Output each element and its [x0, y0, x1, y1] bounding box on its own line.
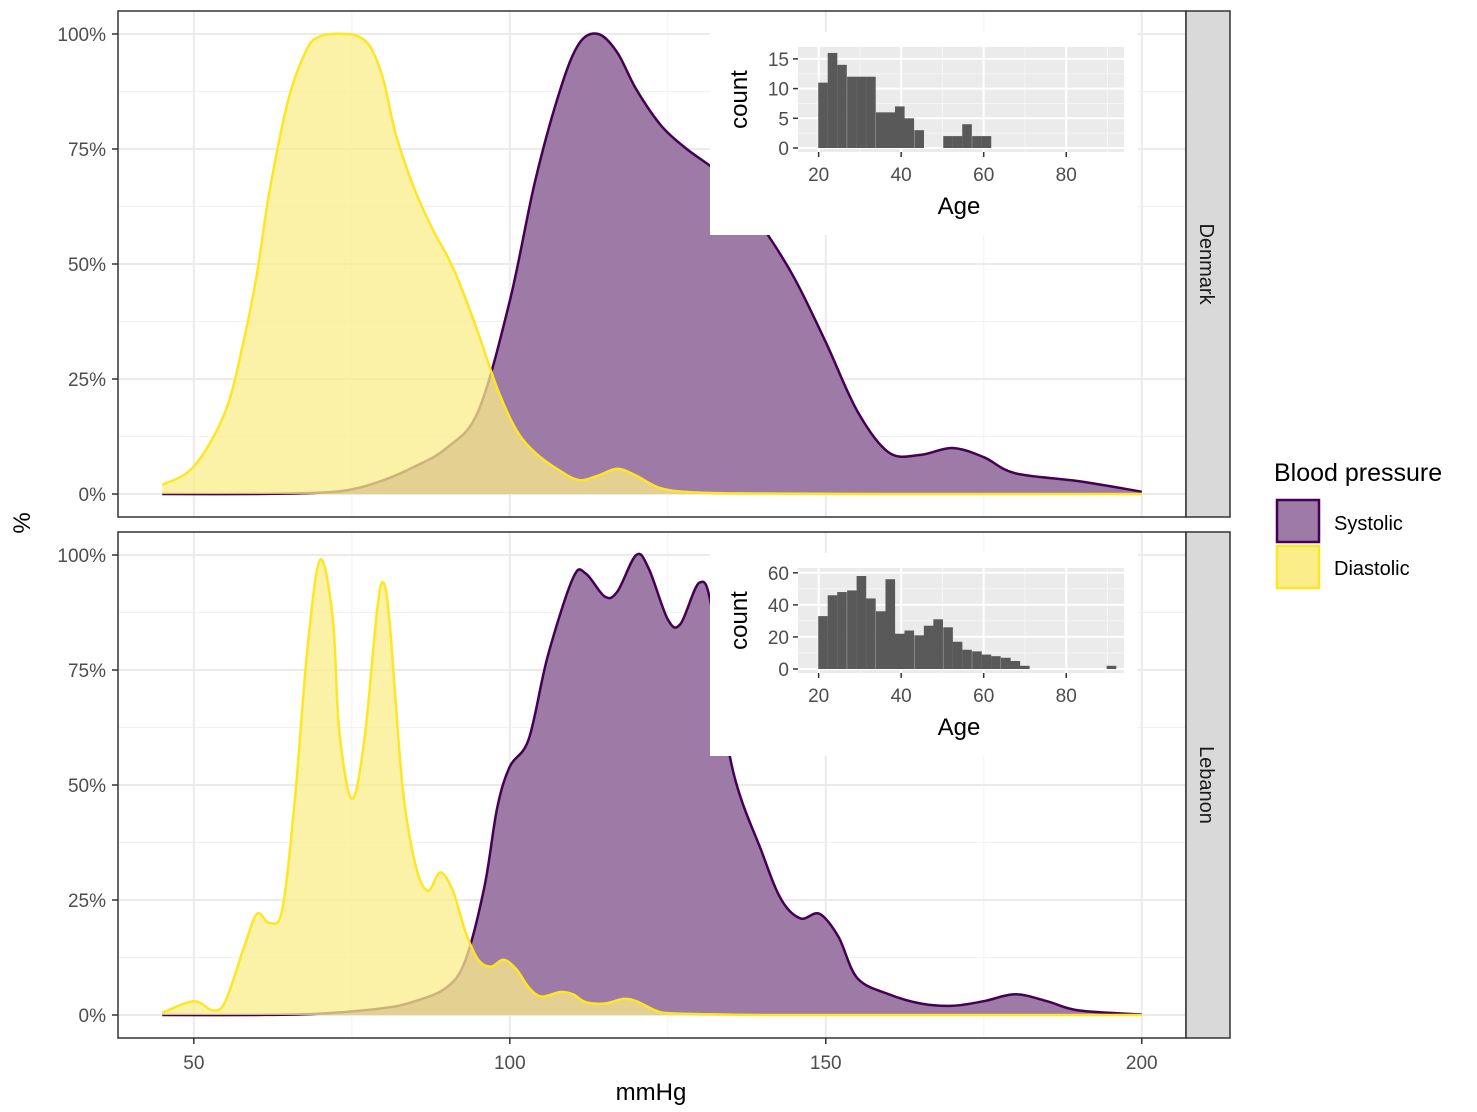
inset-histogram-bar	[1010, 660, 1021, 669]
legend-title: Blood pressure	[1274, 459, 1442, 487]
inset-y-tick-label: 0	[778, 660, 789, 681]
inset-histogram-bar	[847, 590, 857, 669]
inset-histogram-bar	[972, 651, 982, 669]
inset-histogram-denmark: 0 5 10 15 20 40 60 80 Age count	[710, 32, 1138, 235]
inset-histogram-bar	[837, 64, 847, 148]
x-tick-label: 50	[183, 1053, 204, 1074]
inset-histogram-bar	[827, 595, 838, 669]
inset-histogram-bar	[904, 630, 915, 669]
inset-x-tick-label: 80	[1056, 686, 1077, 707]
density-area-diastolic	[162, 33, 1142, 495]
inset-histogram-bar	[981, 136, 992, 148]
facet-strip	[1185, 10, 1231, 518]
inset-x-tick-label: 60	[973, 686, 994, 707]
inset-histogram-bar	[943, 627, 953, 669]
inset-histogram-bar	[1106, 665, 1117, 669]
inset-histogram-bar	[866, 598, 876, 669]
facet-strip	[1185, 531, 1231, 1039]
inset-histogram-bar	[866, 76, 876, 148]
inset-x-tick-label: 40	[891, 686, 912, 707]
legend-key-diastolic	[1275, 544, 1321, 590]
density-line-diastolic	[161, 558, 1142, 1017]
inset-y-tick-label: 20	[768, 628, 789, 649]
density-line-diastolic	[161, 32, 1142, 496]
inset-histogram-bar	[847, 76, 857, 148]
inset-y-axis-title: count	[726, 70, 753, 129]
inset-histogram-bar	[856, 576, 867, 669]
inset-histogram-bar	[818, 616, 828, 669]
inset-y-tick-label: 0	[778, 139, 789, 160]
inset-y-tick-label: 15	[768, 50, 789, 71]
y-tick-label: 25%	[68, 370, 106, 391]
facet-strip-label: Lebanon	[1195, 746, 1217, 824]
inset-histogram-bar	[885, 579, 896, 669]
inset-histogram-bar	[943, 136, 953, 148]
legend-key-systolic	[1275, 498, 1321, 544]
density-area-systolic	[162, 553, 1142, 1016]
density-area-systolic	[162, 33, 1142, 495]
inset-histogram-bar	[933, 619, 943, 669]
inset-histogram-bar	[991, 656, 1001, 669]
y-tick-label: 75%	[68, 140, 106, 161]
inset-x-axis-title: Age	[938, 193, 981, 220]
inset-histogram-bar	[952, 136, 963, 148]
y-tick-label: 100%	[57, 25, 106, 46]
inset-x-tick-label: 60	[973, 165, 994, 186]
y-tick-label: 50%	[68, 255, 106, 276]
inset-y-tick-label: 10	[768, 80, 789, 101]
y-tick-label: 75%	[68, 661, 106, 682]
panel-denmark: Denmark 0% 25% 50% 75% 100% 0 5 10 15 20 40 60 80 Age c…	[57, 10, 1231, 518]
inset-histogram-bar	[914, 635, 924, 669]
y-tick-label: 0%	[79, 485, 107, 506]
facet-panels: Denmark 0% 25% 50% 75% 100% 0 5 10 15 20 40 60 80 Age c…	[57, 10, 1231, 1074]
inset-histogram-bar	[923, 625, 934, 669]
legend: Blood pressure Systolic Diastolic	[1274, 459, 1442, 590]
legend-label-systolic: Systolic	[1334, 513, 1403, 535]
legend-label-diastolic: Diastolic	[1334, 558, 1410, 580]
inset-histogram-bar	[827, 52, 838, 148]
inset-histogram-bar	[837, 592, 847, 669]
x-tick-label: 100	[494, 1053, 526, 1074]
inset-y-tick-label: 40	[768, 596, 789, 617]
y-tick-label: 0%	[79, 1006, 107, 1027]
y-tick-label: 100%	[57, 546, 106, 567]
panel-lebanon: Lebanon 0% 25% 50% 75% 100% 50 100 150 200 0 20 40 60…	[57, 531, 1231, 1074]
inset-x-tick-label: 20	[808, 165, 829, 186]
inset-histogram-lebanon: 0 20 40 60 20 40 60 80 Age count	[710, 553, 1138, 756]
x-tick-label: 150	[810, 1053, 842, 1074]
inset-histogram-bar	[952, 641, 963, 669]
inset-histogram-bar	[894, 106, 905, 148]
y-tick-label: 25%	[68, 891, 106, 912]
x-tick-label: 200	[1126, 1053, 1158, 1074]
inset-histogram-bar	[904, 118, 915, 148]
inset-y-tick-label: 5	[778, 109, 789, 130]
inset-histogram-bar	[875, 112, 886, 148]
inset-histogram-bar	[981, 654, 992, 669]
inset-histogram-bar	[818, 82, 828, 148]
facet-strip-label: Denmark	[1195, 223, 1217, 305]
inset-histogram-bar	[1020, 665, 1030, 669]
inset-histogram-bar	[894, 633, 905, 669]
inset-histogram-bar	[972, 136, 982, 148]
inset-y-tick-label: 60	[768, 564, 789, 585]
inset-histogram-bar	[875, 611, 886, 669]
y-tick-label: 50%	[68, 776, 106, 797]
inset-histogram-bar	[914, 130, 924, 148]
inset-histogram-bar	[962, 649, 972, 669]
y-axis-title: %	[9, 512, 36, 533]
inset-x-tick-label: 80	[1056, 165, 1077, 186]
inset-x-tick-label: 20	[808, 686, 829, 707]
inset-y-axis-title: count	[726, 591, 753, 650]
inset-x-axis-title: Age	[938, 714, 981, 741]
inset-histogram-bar	[962, 124, 972, 148]
density-area-diastolic	[162, 559, 1142, 1016]
inset-histogram-bar	[885, 112, 896, 148]
x-axis-title: mmHg	[616, 1079, 687, 1106]
inset-histogram-bar	[856, 76, 867, 148]
inset-x-tick-label: 40	[891, 165, 912, 186]
inset-histogram-bar	[1001, 657, 1011, 669]
